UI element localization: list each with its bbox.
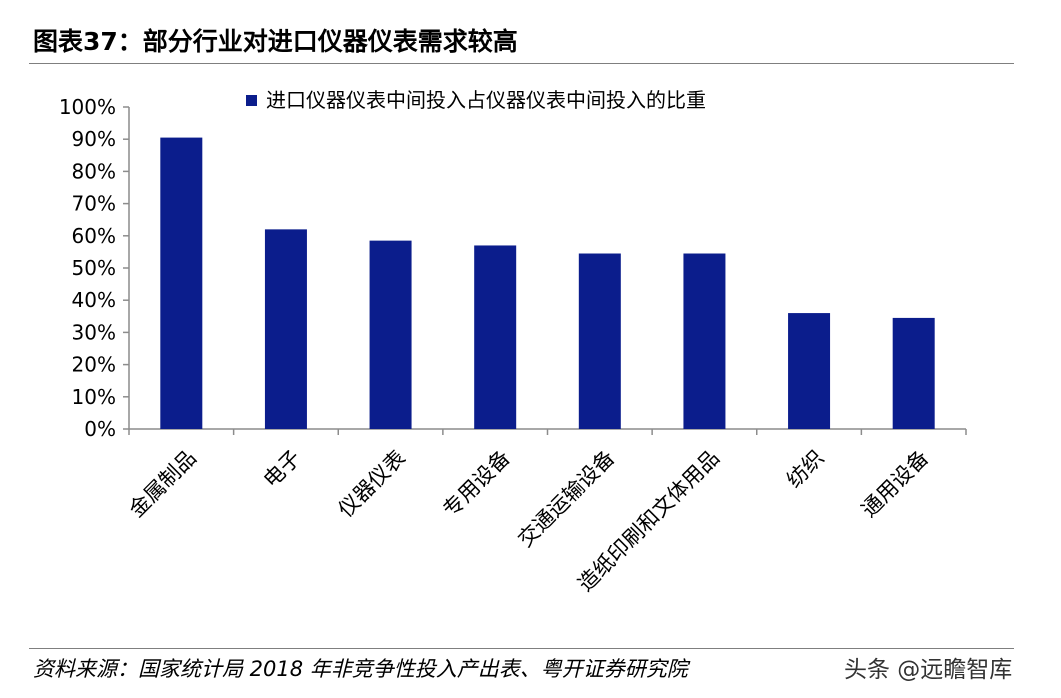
bar-2 [264, 229, 307, 429]
bar-6 [683, 253, 726, 429]
chart-title: 图表37：部分行业对进口仪器仪表需求较高 [33, 27, 518, 56]
legend-swatch [246, 95, 257, 106]
title-divider [29, 63, 1014, 64]
x-category-label: 仪器仪表 [334, 446, 410, 522]
legend-label: 进口仪器仪表中间投入占仪器仪表中间投入的比重 [266, 88, 706, 112]
y-tick-label: 10% [72, 385, 116, 409]
y-tick-label: 20% [72, 353, 116, 377]
y-tick-label: 90% [72, 127, 116, 151]
x-category-label: 交通运输设备 [513, 446, 619, 552]
x-category-label: 专用设备 [438, 446, 514, 522]
bar-4 [474, 245, 517, 429]
y-tick-label: 100% [59, 95, 116, 119]
bar-5 [578, 253, 621, 429]
bar-1 [160, 137, 203, 429]
y-tick-label: 30% [72, 320, 116, 344]
bar-7 [788, 313, 831, 429]
footer-divider [29, 648, 1014, 649]
bar-8 [892, 317, 935, 429]
bar-chart: 0% 10% 20% 30% 40% 50% 60% 70% 80% 90% 100% 金属制品 电子仪… [59, 88, 967, 596]
x-category-label: 纺织 [782, 446, 829, 493]
x-category-label: 金属制品 [124, 446, 200, 522]
bar-3 [369, 240, 412, 429]
y-tick-label: 60% [72, 224, 116, 248]
x-category-label: 电子 [259, 446, 306, 493]
y-tick-label: 70% [72, 192, 116, 216]
x-category-label: 通用设备 [857, 446, 933, 522]
y-tick-label: 80% [72, 159, 116, 183]
y-tick-label: 50% [72, 256, 116, 280]
source-note: 资料来源：国家统计局 2018 年非竞争性投入产出表、粤开证券研究院 [33, 657, 688, 681]
watermark: 头条 @远瞻智库 [844, 657, 1013, 683]
y-tick-label: 0% [84, 417, 116, 441]
y-tick-label: 40% [72, 288, 116, 312]
